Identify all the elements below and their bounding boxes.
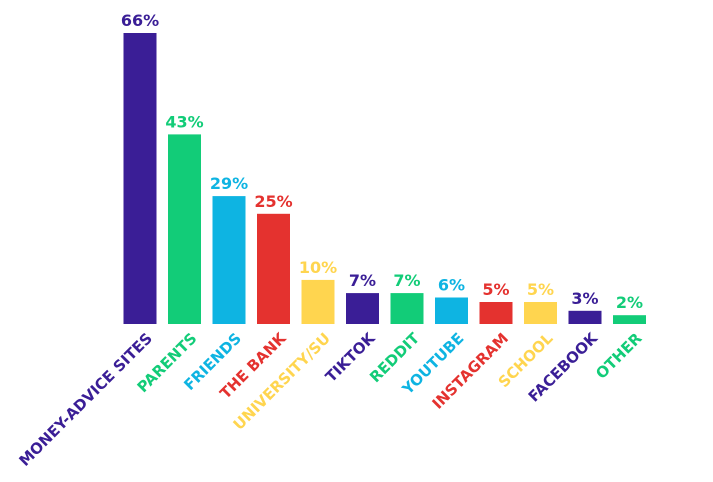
bar-2 bbox=[212, 196, 246, 324]
value-labels-group: 66% 43% 29% 25% 10% 7% 7% 6% 5% 5% 3% 2% bbox=[121, 11, 643, 312]
bar-8 bbox=[479, 302, 513, 324]
bar-5 bbox=[346, 293, 379, 324]
bar-value-label: 10% bbox=[299, 258, 337, 277]
bar-11 bbox=[613, 315, 646, 324]
category-label: MONEY-ADVICE SITES bbox=[15, 329, 156, 470]
bar-4 bbox=[301, 279, 335, 324]
bar-value-label: 3% bbox=[571, 289, 598, 308]
bar-value-label: 43% bbox=[165, 112, 203, 131]
bar-value-label: 2% bbox=[616, 293, 643, 312]
bar-value-label: 5% bbox=[482, 280, 509, 299]
bar-value-label: 29% bbox=[210, 174, 248, 193]
bar-10 bbox=[568, 310, 602, 324]
bar-value-label: 7% bbox=[393, 271, 420, 290]
bar-1 bbox=[168, 134, 201, 324]
bar-6 bbox=[390, 293, 424, 324]
bar-value-label: 7% bbox=[349, 271, 376, 290]
bar-3 bbox=[257, 213, 290, 324]
bar-0 bbox=[123, 33, 157, 324]
bar-value-label: 6% bbox=[438, 276, 465, 295]
bar-value-label: 66% bbox=[121, 11, 159, 30]
bar-9 bbox=[524, 302, 557, 324]
bars-group bbox=[123, 33, 646, 324]
category-label: OTHER bbox=[592, 329, 646, 383]
bar-7 bbox=[435, 297, 468, 324]
bar-value-label: 25% bbox=[254, 192, 292, 211]
bar-value-label: 5% bbox=[527, 280, 554, 299]
